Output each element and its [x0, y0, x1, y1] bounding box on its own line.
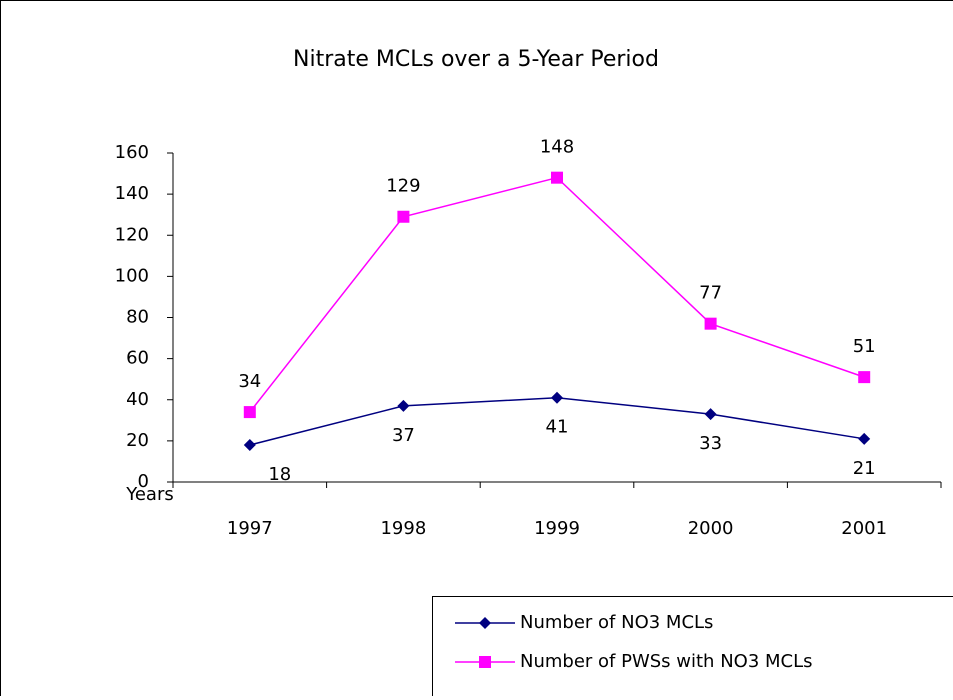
- data-label: 51: [853, 336, 876, 357]
- legend-marker: [479, 656, 491, 668]
- legend-label: Number of PWSs with NO3 MCLs: [520, 651, 813, 672]
- data-label: 34: [238, 371, 261, 392]
- data-label: 21: [853, 458, 876, 479]
- data-label: 18: [268, 464, 291, 485]
- x-tick-label: 2000: [688, 518, 734, 539]
- chart-title: Nitrate MCLs over a 5-Year Period: [293, 47, 659, 72]
- series-line: [250, 178, 864, 412]
- point: [551, 392, 563, 404]
- point: [858, 433, 870, 445]
- point: [551, 172, 563, 184]
- point: [705, 318, 717, 330]
- data-label: 129: [386, 176, 420, 197]
- data-label: 37: [392, 425, 415, 446]
- point: [397, 211, 409, 223]
- y-tick-label: 0: [138, 471, 149, 492]
- point: [244, 406, 256, 418]
- y-tick-label: 40: [126, 389, 149, 410]
- x-tick-label: 2001: [841, 518, 887, 539]
- y-tick-label: 140: [115, 183, 149, 204]
- data-label: 77: [699, 283, 722, 304]
- point: [397, 400, 409, 412]
- x-tick-label: 1998: [380, 518, 426, 539]
- y-tick-label: 120: [115, 224, 149, 245]
- data-label: 41: [546, 417, 569, 438]
- y-tick-label: 20: [126, 430, 149, 451]
- x-tick-label: 1997: [227, 518, 273, 539]
- y-tick-label: 60: [126, 348, 149, 369]
- data-label: 148: [540, 137, 574, 158]
- point: [858, 371, 870, 383]
- y-tick-label: 100: [115, 265, 149, 286]
- y-tick-label: 80: [126, 307, 149, 328]
- point: [705, 408, 717, 420]
- x-axis-label: Years: [125, 484, 174, 505]
- point: [244, 439, 256, 451]
- x-tick-label: 1999: [534, 518, 580, 539]
- y-tick-label: 160: [115, 142, 149, 163]
- legend-label: Number of NO3 MCLs: [520, 612, 713, 633]
- data-label: 33: [699, 433, 722, 454]
